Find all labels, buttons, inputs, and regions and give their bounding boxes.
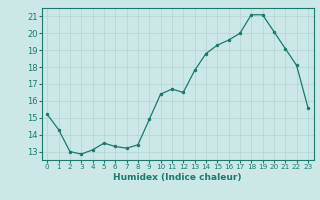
X-axis label: Humidex (Indice chaleur): Humidex (Indice chaleur): [113, 173, 242, 182]
